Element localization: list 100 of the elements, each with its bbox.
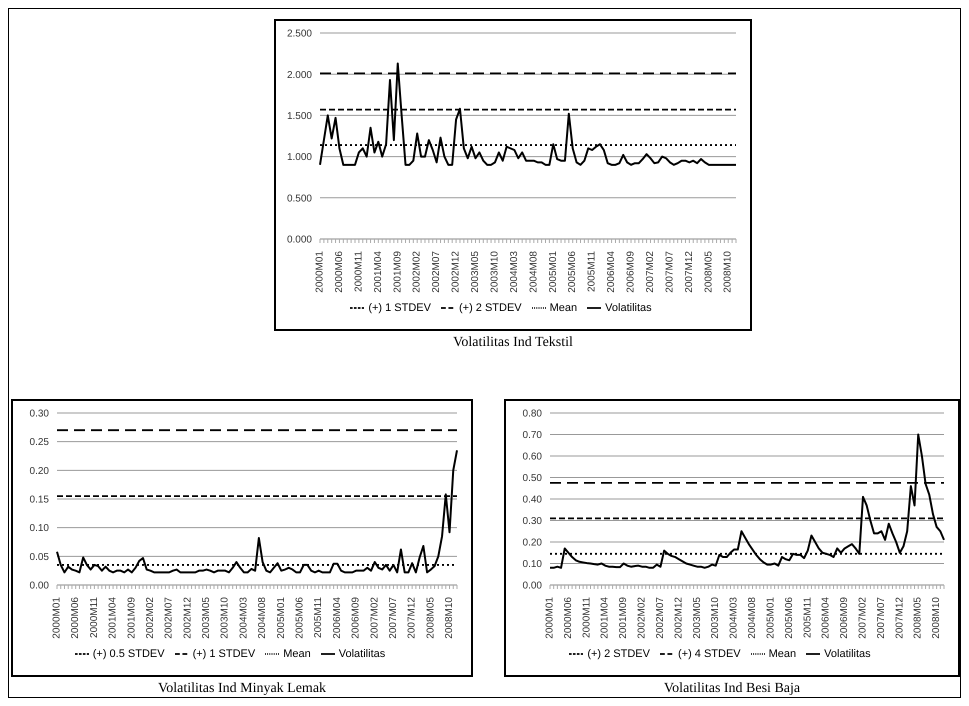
line-series: [549, 434, 945, 569]
y-tick-label: 0.60: [522, 452, 542, 463]
x-tick-label: 2002M02: [412, 250, 423, 293]
x-tick-label: 2007M12: [684, 250, 695, 293]
x-tick-label: 2004M03: [238, 596, 250, 639]
y-tick-label: 0.15: [30, 494, 50, 506]
legend-label: (+) 1 STDEV: [192, 648, 256, 660]
y-tick-label: 0.00: [522, 580, 542, 592]
x-tick-label: 2004M08: [528, 250, 540, 293]
x-tick-label: 2007M07: [876, 596, 887, 639]
x-tick-label: 2004M03: [728, 596, 740, 639]
x-tick-label: 2007M12: [894, 596, 906, 639]
x-tick-label: 2002M12: [450, 250, 462, 293]
legend-label: Mean: [283, 648, 311, 660]
x-tick-label: 2008M05: [425, 596, 436, 639]
legend-label: (+) 2 STDEV: [458, 302, 522, 314]
y-tick-label: 0.70: [522, 430, 542, 442]
text: Volatilitas Ind Besi Baja: [662, 681, 802, 697]
x-tick-label: 2007M07: [388, 596, 399, 639]
x-tick-label: 2002M07: [654, 596, 666, 639]
x-tick-label: 2001M04: [108, 596, 119, 639]
y-tick-label: 1.000: [286, 152, 312, 164]
x-tick-label: 2008M05: [912, 596, 924, 639]
x-tick-label: 2005M01: [765, 596, 776, 639]
x-tick-label: 2007M02: [369, 596, 380, 639]
x-tick-label: 2004M03: [508, 250, 520, 293]
y-tick-label: 0.10: [30, 523, 50, 534]
y-tick-label: 2.500: [286, 28, 312, 40]
x-tick-label: 2002M07: [431, 250, 442, 293]
y-tick-label: 0.30: [522, 516, 542, 528]
y-tick-label: 0.05: [30, 552, 50, 563]
x-tick-label: 2002M12: [182, 596, 194, 639]
x-tick-label: 2008M10: [931, 596, 942, 639]
y-tick-label: 0.25: [30, 437, 50, 448]
legend-label: (+) 4 STDEV: [678, 648, 741, 660]
x-tick-label: 2006M09: [839, 596, 850, 639]
legend-label: Volatilitas: [824, 648, 871, 660]
y-tick-label: 0.40: [522, 494, 542, 506]
legend-label: Volatilitas: [605, 302, 652, 314]
x-tick-label: 2006M04: [332, 596, 343, 639]
line-series: [319, 62, 737, 166]
x-tick-label: 2004M08: [257, 596, 268, 639]
x-tick-label: 2000M01: [544, 596, 556, 639]
y-tick-label: 0.80: [522, 408, 542, 420]
x-tick-label: 2002M02: [636, 596, 648, 639]
x-tick-label: 2002M07: [164, 596, 175, 639]
y-tick-label: 0.30: [30, 408, 50, 420]
x-tick-label: 2007M02: [857, 596, 868, 639]
x-tick-label: 2006M04: [820, 596, 832, 639]
line-series: [56, 449, 458, 574]
x-tick-label: 2001M09: [126, 596, 138, 639]
x-tick-label: 2006M04: [606, 250, 618, 293]
legend-label: Mean: [768, 648, 796, 660]
y-tick-label: 0.10: [522, 559, 542, 570]
x-tick-label: 2004M08: [747, 596, 758, 639]
x-tick-label: 2001M04: [600, 596, 611, 639]
x-tick-label: 2000M01: [314, 250, 326, 293]
y-tick-label: 0.000: [286, 234, 312, 246]
text: Volatilitas Ind Tekstil: [452, 335, 574, 351]
x-tick-label: 2003M05: [470, 250, 482, 293]
x-tick-label: 2000M06: [562, 596, 574, 639]
x-tick-label: 2003M10: [710, 596, 722, 639]
x-tick-label: 2002M12: [673, 596, 684, 639]
x-tick-label: 2005M01: [276, 596, 287, 639]
x-tick-label: 2008M10: [444, 596, 456, 639]
legend-label: Mean: [550, 302, 578, 314]
x-tick-label: 2000M06: [70, 596, 82, 639]
x-tick-label: 2003M05: [692, 596, 703, 639]
x-tick-label: 2006M09: [626, 250, 637, 293]
x-tick-label: 2007M12: [406, 596, 418, 639]
x-tick-label: 2005M06: [784, 596, 795, 639]
x-tick-label: 2008M10: [722, 250, 734, 293]
x-tick-label: 2005M01: [548, 250, 559, 293]
x-tick-label: 2007M07: [664, 250, 676, 293]
legend-label: (+) 1 STDEV: [368, 302, 431, 314]
x-tick-label: 2006M09: [350, 596, 362, 639]
x-tick-label: 2008M05: [703, 250, 714, 293]
y-tick-label: 2.000: [286, 70, 312, 81]
x-tick-label: 2001M09: [618, 596, 630, 639]
x-tick-label: 2000M06: [334, 250, 345, 293]
y-tick-label: 0.20: [522, 538, 542, 549]
y-tick-label: 0.00: [30, 580, 50, 592]
x-tick-label: 2000M11: [353, 250, 364, 292]
x-tick-label: 2000M01: [52, 596, 62, 639]
x-tick-label: 2003M05: [201, 596, 212, 639]
x-tick-label: 2002M02: [144, 596, 156, 639]
x-tick-label: 2001M09: [392, 250, 404, 293]
x-tick-label: 2001M04: [372, 250, 384, 293]
x-tick-label: 2005M11: [313, 596, 324, 638]
x-tick-label: 2000M11: [88, 596, 100, 638]
y-tick-label: 1.500: [286, 110, 312, 122]
x-tick-label: 2003M10: [220, 596, 231, 639]
legend-label: (+) 0.5 STDEV: [92, 648, 165, 660]
x-tick-label: 2007M02: [644, 250, 656, 293]
x-tick-label: 2000M11: [581, 596, 592, 638]
y-tick-label: 0.500: [286, 193, 312, 204]
x-tick-label: 2003M10: [489, 250, 500, 293]
legend-label: (+) 2 STDEV: [587, 648, 650, 660]
x-tick-label: 2005M06: [294, 596, 306, 639]
text: Volatilitas Ind Minyak Lemak: [156, 681, 328, 697]
